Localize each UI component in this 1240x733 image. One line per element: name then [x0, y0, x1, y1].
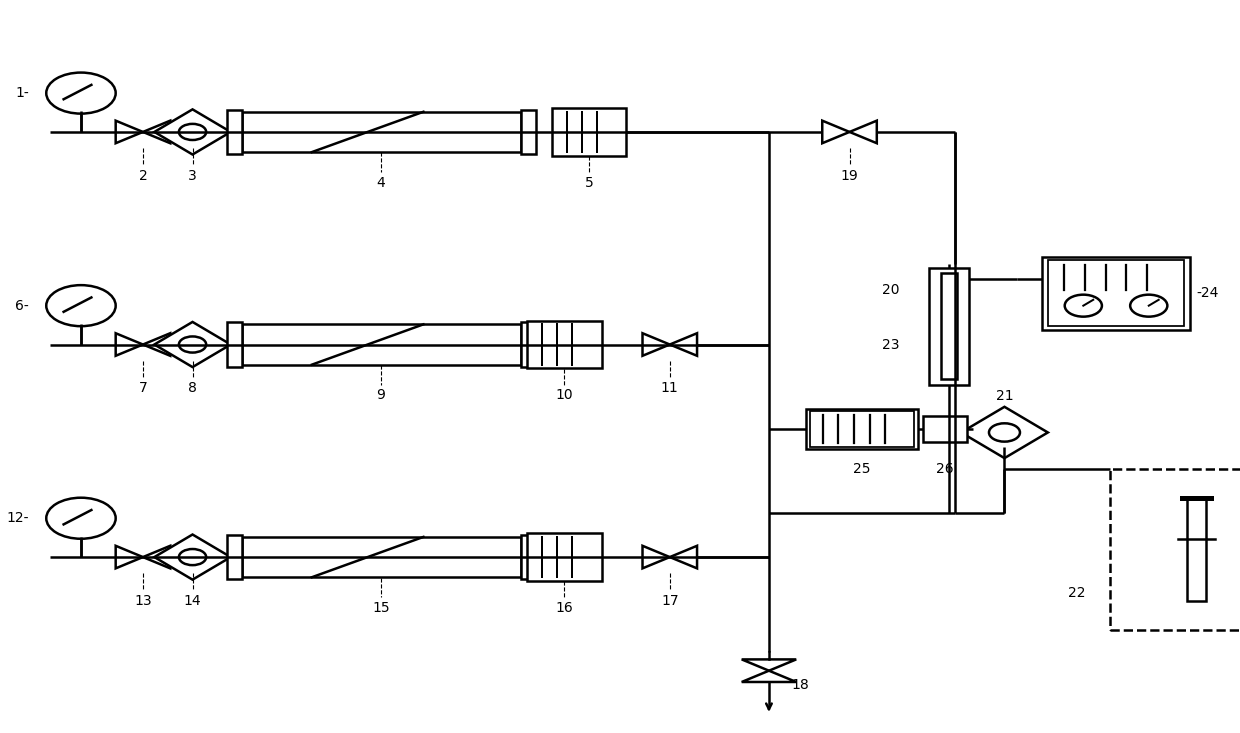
Text: 21: 21 [996, 389, 1013, 403]
Text: 19: 19 [841, 169, 858, 183]
Text: 17: 17 [661, 594, 678, 608]
Text: 25: 25 [853, 462, 870, 476]
Text: 13: 13 [134, 594, 151, 608]
Bar [527, 534, 601, 581]
Text: 14: 14 [184, 594, 201, 608]
Bar [242, 537, 521, 578]
Bar [1048, 260, 1184, 326]
Bar [521, 110, 536, 154]
Text: 9: 9 [377, 388, 386, 402]
Text: 8: 8 [188, 381, 197, 395]
Bar [521, 323, 536, 366]
Polygon shape [154, 534, 231, 580]
Bar [1188, 498, 1207, 601]
Text: 4: 4 [377, 176, 386, 190]
Text: 23: 23 [882, 337, 899, 352]
Text: 22: 22 [1068, 586, 1085, 600]
Bar [227, 110, 242, 154]
Bar [1110, 469, 1240, 630]
Text: -24: -24 [1197, 286, 1219, 301]
Bar [242, 324, 521, 364]
Text: 18: 18 [791, 678, 808, 693]
Text: 1-: 1- [15, 86, 29, 100]
Text: 12-: 12- [6, 511, 29, 526]
Text: 3: 3 [188, 169, 197, 183]
Bar [810, 410, 914, 447]
Text: 16: 16 [556, 601, 573, 615]
Bar [941, 273, 956, 379]
Bar [242, 111, 521, 152]
Text: 11: 11 [661, 381, 678, 395]
Text: 2: 2 [139, 169, 148, 183]
Bar [923, 416, 967, 442]
Text: 7: 7 [139, 381, 148, 395]
Bar [929, 268, 968, 385]
Bar [227, 535, 242, 579]
Bar [806, 409, 918, 449]
Bar [1042, 257, 1190, 330]
Text: 5: 5 [585, 176, 594, 190]
Text: 6-: 6- [15, 298, 29, 313]
Text: 20: 20 [882, 282, 899, 297]
Bar [227, 323, 242, 366]
Text: 15: 15 [372, 601, 389, 615]
Text: 26: 26 [936, 462, 954, 476]
Bar [552, 108, 626, 156]
Bar [527, 321, 601, 368]
Polygon shape [154, 109, 231, 155]
Polygon shape [154, 322, 231, 367]
Polygon shape [961, 407, 1048, 458]
Bar [521, 535, 536, 579]
Text: 10: 10 [556, 388, 573, 402]
